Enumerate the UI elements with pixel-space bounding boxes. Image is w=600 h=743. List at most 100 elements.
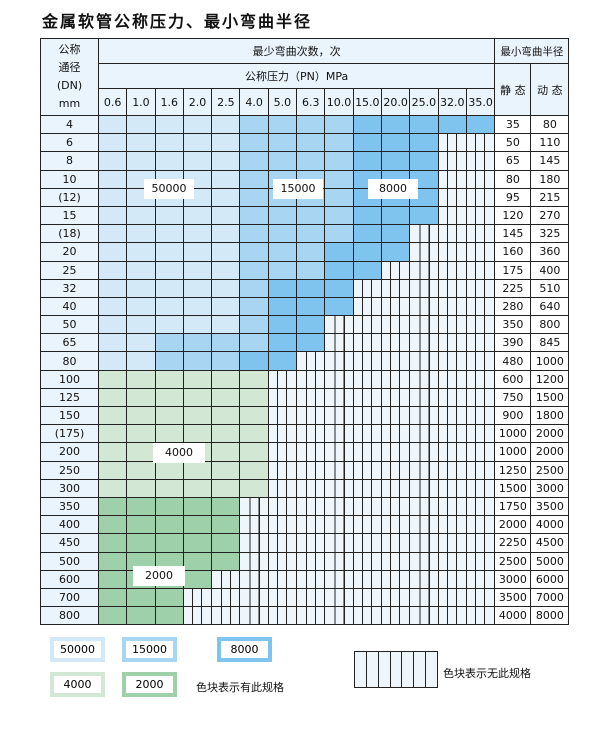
- pressure-column-header: 6.3: [296, 88, 326, 116]
- static-radius-cell: 95: [494, 187, 532, 207]
- available-cell: [380, 133, 411, 153]
- static-radius-cell: 145: [494, 224, 532, 244]
- unavailable-cell: [352, 424, 382, 444]
- available-cell: [267, 133, 298, 153]
- available-cell: [97, 296, 128, 317]
- table-row: (175) 1000 2000: [40, 424, 570, 444]
- pressure-column-header: 32.0: [437, 88, 467, 116]
- unavailable-cell: [296, 587, 326, 608]
- unavailable-cell: [267, 369, 298, 389]
- available-cell: [267, 114, 298, 135]
- available-cell: [380, 205, 411, 226]
- available-cell: [239, 187, 269, 207]
- dynamic-radius-cell: 640: [530, 296, 570, 317]
- unavailable-cell: [465, 387, 496, 408]
- dn-header-line: mm: [58, 97, 81, 110]
- cycles-header: 最少弯曲次数，次: [97, 38, 496, 64]
- available-cell: [182, 460, 213, 480]
- available-cell: [97, 533, 128, 553]
- available-cell: [126, 315, 156, 335]
- unavailable-cell: [409, 405, 439, 426]
- available-cell: [126, 114, 156, 135]
- unavailable-cell: [437, 242, 467, 262]
- available-cell: [267, 333, 298, 353]
- unavailable-cell: [437, 315, 467, 335]
- unavailable-cell: [267, 551, 298, 571]
- table-row: 50 350 800: [40, 315, 570, 335]
- available-cell: [239, 114, 269, 135]
- dynamic-radius-cell: 270: [530, 205, 570, 226]
- unavailable-cell: [267, 405, 298, 426]
- unavailable-cell: [267, 460, 298, 480]
- unavailable-cell: [239, 569, 269, 589]
- dn-cell: 200: [40, 442, 99, 462]
- unavailable-cell: [380, 424, 411, 444]
- unavailable-cell: [267, 478, 298, 498]
- available-cell: [239, 405, 269, 426]
- unavailable-cell: [324, 533, 354, 553]
- dynamic-radius-cell: 145: [530, 151, 570, 171]
- dn-header-line: (DN): [56, 79, 83, 92]
- available-cell: [97, 515, 128, 535]
- available-cell: [239, 169, 269, 189]
- pressure-column-header: 0.6: [97, 88, 128, 116]
- unavailable-cell: [380, 351, 411, 371]
- available-cell: [324, 224, 354, 244]
- unavailable-cell: [380, 260, 411, 280]
- available-cell: [296, 205, 326, 226]
- unavailable-cell: [296, 405, 326, 426]
- dn-cell: 700: [40, 587, 99, 608]
- dn-cell: 20: [40, 242, 99, 262]
- available-cell: [97, 351, 128, 371]
- table-row: 25 175 400: [40, 260, 570, 280]
- unavailable-cell: [465, 478, 496, 498]
- available-cell: [154, 260, 184, 280]
- unavailable-cell: [267, 533, 298, 553]
- static-radius-cell: 280: [494, 296, 532, 317]
- available-cell: [380, 224, 411, 244]
- dn-cell: 600: [40, 569, 99, 589]
- available-cell: [154, 296, 184, 317]
- unavailable-cell: [409, 369, 439, 389]
- unavailable-cell: [465, 333, 496, 353]
- available-cell: [352, 242, 382, 262]
- unavailable-cell: [352, 315, 382, 335]
- available-cell: [239, 315, 269, 335]
- unavailable-cell: [324, 315, 354, 335]
- dn-cell: 500: [40, 551, 99, 571]
- static-radius-cell: 225: [494, 278, 532, 298]
- available-cell: [126, 515, 156, 535]
- available-cell: [267, 205, 298, 226]
- unavailable-cell: [296, 442, 326, 462]
- table-row: 80 480 1000: [40, 351, 570, 371]
- static-radius-cell: 1000: [494, 442, 532, 462]
- available-cell: [97, 460, 128, 480]
- available-cell: [154, 460, 184, 480]
- table-row: 8 65 145: [40, 151, 570, 171]
- static-radius-cell: 2250: [494, 533, 532, 553]
- unavailable-cell: [296, 424, 326, 444]
- unavailable-cell: [352, 387, 382, 408]
- unavailable-cell: [324, 569, 354, 589]
- region-label-2000: 2000: [133, 566, 185, 586]
- available-cell: [97, 333, 128, 353]
- unavailable-cell: [352, 351, 382, 371]
- available-cell: [352, 224, 382, 244]
- available-cell: [380, 114, 411, 135]
- unavailable-cell: [352, 478, 382, 498]
- dynamic-radius-cell: 2500: [530, 460, 570, 480]
- unavailable-cell: [409, 478, 439, 498]
- unavailable-cell: [437, 587, 467, 608]
- available-cell: [352, 151, 382, 171]
- dn-cell: 15: [40, 205, 99, 226]
- unavailable-cell: [380, 369, 411, 389]
- available-cell: [154, 242, 184, 262]
- available-cell: [267, 151, 298, 171]
- available-cell: [211, 205, 241, 226]
- legend-swatch-4000: 4000: [50, 672, 105, 697]
- available-cell: [211, 296, 241, 317]
- available-cell: [211, 114, 241, 135]
- unavailable-cell: [296, 478, 326, 498]
- available-cell: [97, 405, 128, 426]
- unavailable-cell: [465, 533, 496, 553]
